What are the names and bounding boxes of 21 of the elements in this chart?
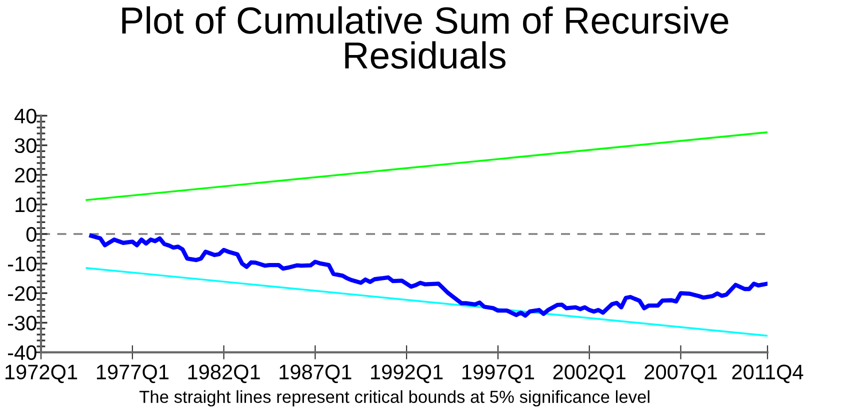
y-tick-label: -20 (8, 286, 36, 301)
y-tick-label: 20 (15, 168, 36, 183)
text: The straight lines represent critical bounds at 5% significance level (139, 390, 650, 406)
y-tick-label: 40 (14, 108, 36, 124)
x-tick-label: 2011Q4 (732, 364, 804, 384)
y-tick-label: -10 (8, 256, 36, 272)
y-tick-label: 30 (14, 138, 36, 154)
x-tick-label: 2002Q1 (553, 364, 626, 384)
chart-title: Plot of Cumulative Sum of Recursive Residuals (122, 6, 728, 69)
y-tick-label: -30 (8, 316, 36, 330)
x-tick-label: 1992Q1 (371, 364, 443, 384)
line-series (89, 234, 768, 318)
x-tick-label: 1972Q1 (6, 364, 78, 384)
y-tick-label: 0 (26, 227, 36, 242)
x-tick-label: 1977Q1 (96, 364, 168, 384)
x-tick-label: 2007Q1 (644, 364, 717, 384)
x-tick-label: 1982Q1 (188, 364, 260, 384)
y-tick-label: 10 (16, 197, 36, 212)
x-tick-label: 1997Q1 (462, 364, 534, 384)
x-tick-label: 1987Q1 (280, 364, 352, 384)
y-tick-label: -40 (8, 345, 36, 360)
